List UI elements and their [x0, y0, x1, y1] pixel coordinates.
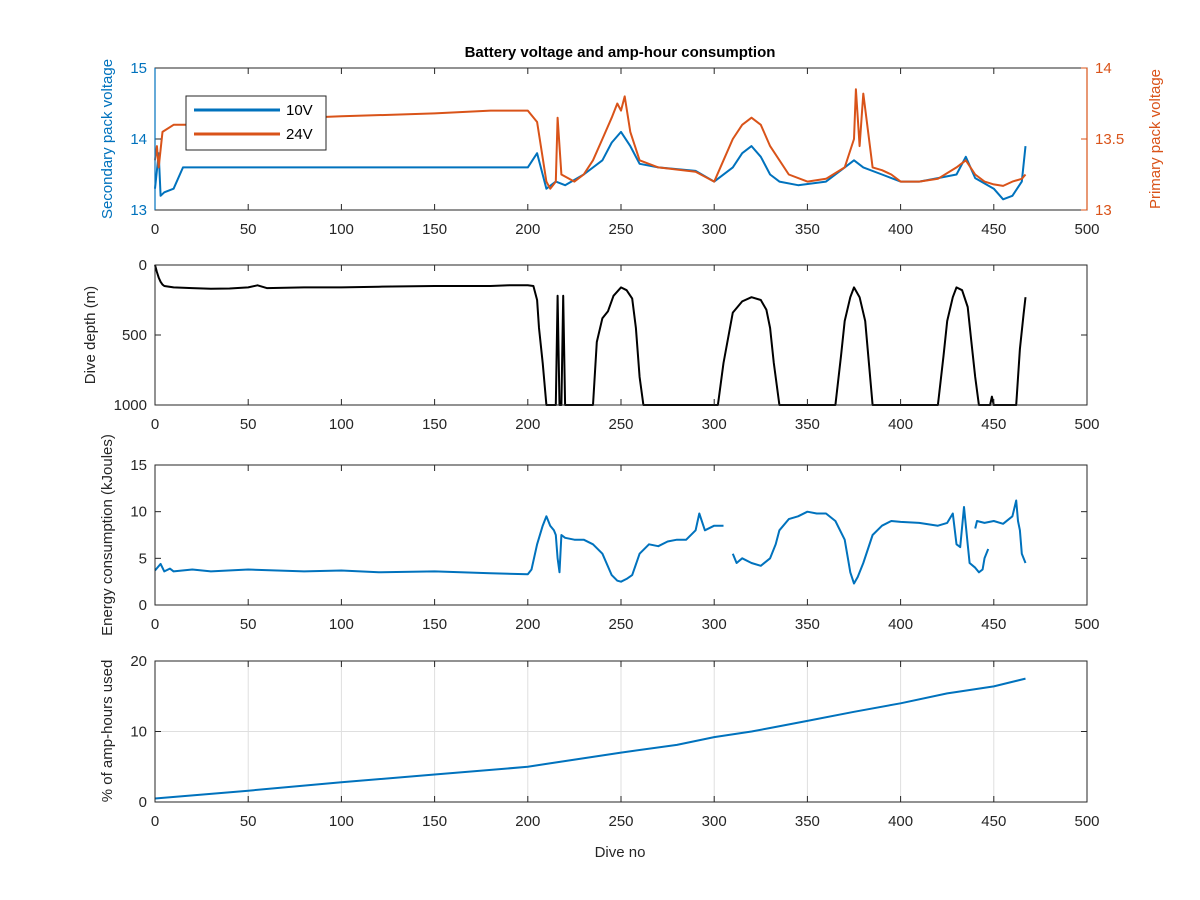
x-tick-label: 150	[422, 221, 447, 238]
x-tick-label: 100	[329, 416, 354, 433]
y-tick-label: 0	[139, 794, 147, 811]
voltage-panel: Battery voltage and amp-hour consumption…	[99, 44, 1164, 238]
x-tick-label: 400	[888, 221, 913, 238]
y-tick-label: 1000	[114, 397, 147, 414]
y-right-tick-label: 13	[1095, 202, 1112, 219]
x-tick-label: 350	[795, 221, 820, 238]
y-right-tick-label: 14	[1095, 60, 1112, 77]
y-tick-label: 20	[130, 653, 147, 670]
x-tick-label: 300	[702, 416, 727, 433]
x-tick-label: 300	[702, 221, 727, 238]
chart-title: Battery voltage and amp-hour consumption	[465, 44, 776, 61]
x-tick-label: 250	[608, 616, 633, 633]
y-tick-label: 15	[130, 457, 147, 474]
depth-panel: 0 50 100 150 200 250 300 350 400 450 500 05001000 …	[82, 257, 1100, 433]
x-tick-label: 100	[329, 813, 354, 830]
x-tick-label: 350	[795, 813, 820, 830]
x-tick-label: 450	[981, 221, 1006, 238]
series-line-24v	[154, 88, 1027, 190]
x-tick-label: 400	[888, 616, 913, 633]
x-tick-label: 150	[422, 616, 447, 633]
x-tick-label: 300	[702, 813, 727, 830]
x-tick-label: 250	[608, 416, 633, 433]
x-tick-label: 250	[608, 221, 633, 238]
legend: 10V 24V	[185, 95, 327, 151]
y-tick-label: 10	[130, 504, 147, 521]
x-tick-label: 50	[240, 813, 257, 830]
y-tick-label: 5	[139, 550, 147, 567]
secondary-voltage-axis-label: Secondary pack voltage	[99, 59, 116, 219]
x-tick-label: 50	[240, 416, 257, 433]
x-tick-label: 500	[1074, 221, 1099, 238]
x-tick-label: 200	[515, 416, 540, 433]
x-tick-label: 450	[981, 616, 1006, 633]
series-line-3-2	[731, 506, 990, 585]
x-tick-label: 450	[981, 813, 1006, 830]
x-tick-label: 250	[608, 813, 633, 830]
y-right-tick-label: 13.5	[1095, 131, 1124, 148]
series-line-4-1	[154, 677, 1026, 800]
x-tick-label: 500	[1074, 416, 1099, 433]
x-tick-label: 0	[151, 813, 159, 830]
y-tick-label: 10	[130, 724, 147, 741]
legend-box	[185, 95, 327, 151]
series-line-3-3	[974, 499, 1027, 564]
amp-hours-axis-label: % of amp-hours used	[99, 660, 116, 803]
x-tick-label: 50	[240, 221, 257, 238]
x-tick-label: 50	[240, 616, 257, 633]
x-tick-label: 150	[422, 813, 447, 830]
x-tick-label: 100	[329, 221, 354, 238]
y-tick-label: 15	[130, 60, 147, 77]
x-tick-label: 400	[888, 813, 913, 830]
x-tick-label: 0	[151, 221, 159, 238]
series-line-3-1	[154, 512, 724, 583]
legend-label-10v: 10V	[286, 102, 313, 119]
x-tick-label: 100	[329, 616, 354, 633]
y-tick-label: 500	[122, 327, 147, 344]
energy-panel: 0 50 100 150 200 250 300 350 400 450 500 0 5 10 15 En…	[99, 434, 1100, 636]
x-tick-label: 0	[151, 616, 159, 633]
x-tick-label: 200	[515, 813, 540, 830]
y-tick-label: 0	[139, 257, 147, 274]
energy-axis-label: Energy consumption (kJoules)	[99, 434, 116, 636]
x-tick-label: 300	[702, 616, 727, 633]
x-tick-label: 0	[151, 416, 159, 433]
x-tick-label: 500	[1074, 813, 1099, 830]
primary-voltage-axis-label: Primary pack voltage	[1147, 69, 1164, 209]
y-tick-label: 0	[139, 597, 147, 614]
x-tick-label: 150	[422, 416, 447, 433]
x-axis-label: Dive no	[595, 844, 646, 861]
x-tick-label: 500	[1074, 616, 1099, 633]
depth-axis-label: Dive depth (m)	[82, 286, 99, 384]
x-tick-label: 350	[795, 616, 820, 633]
x-tick-label: 200	[515, 221, 540, 238]
amp-hours-panel: 0 50 100 150 200 250 300 350 400 450 500 0 10 20 % o…	[99, 653, 1100, 861]
x-tick-label: 400	[888, 416, 913, 433]
x-tick-label: 200	[515, 616, 540, 633]
legend-label-24v: 24V	[286, 126, 313, 143]
y-tick-label: 13	[130, 202, 147, 219]
x-tick-label: 450	[981, 416, 1006, 433]
y-tick-label: 14	[130, 131, 147, 148]
x-tick-label: 350	[795, 416, 820, 433]
